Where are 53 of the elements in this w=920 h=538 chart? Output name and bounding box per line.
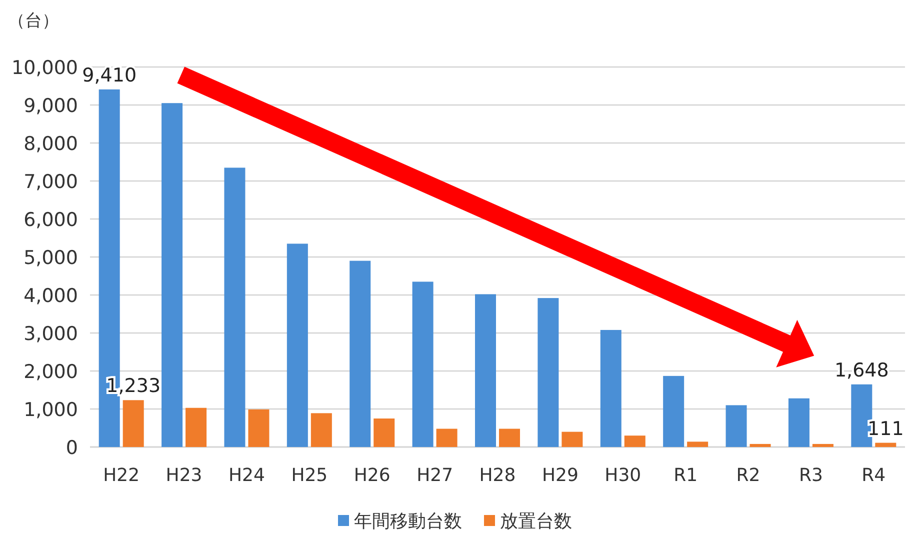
bar xyxy=(750,444,771,447)
y-tick-label: 10,000 xyxy=(12,57,78,79)
bar xyxy=(663,376,684,447)
x-tick-label: H22 xyxy=(103,465,140,486)
y-tick-label: 9,000 xyxy=(24,95,78,117)
y-tick-label: 5,000 xyxy=(24,247,78,269)
bar xyxy=(499,428,520,447)
y-tick-label: 7,000 xyxy=(24,171,78,193)
bar xyxy=(436,428,458,447)
bar xyxy=(687,442,708,447)
bar xyxy=(374,418,395,447)
y-tick-label: 0 xyxy=(66,437,78,459)
data-label: 1,648 xyxy=(834,359,889,382)
y-tick-label: 1,000 xyxy=(24,399,78,421)
bar xyxy=(162,103,183,447)
bar xyxy=(310,413,332,447)
bar xyxy=(538,298,559,447)
data-label: 9,410 xyxy=(82,64,137,86)
bar xyxy=(875,442,896,447)
bar xyxy=(248,409,270,447)
y-tick-label: 6,000 xyxy=(24,209,78,231)
x-tick-label: H27 xyxy=(416,465,454,486)
y-tick-label: 2,000 xyxy=(24,361,78,383)
bar xyxy=(186,408,207,447)
bar xyxy=(286,244,308,447)
bar xyxy=(562,432,583,447)
bar xyxy=(788,398,810,447)
bar xyxy=(412,282,434,447)
bar xyxy=(475,294,496,447)
bar xyxy=(224,168,246,447)
y-axis-title: （台） xyxy=(8,11,59,31)
legend-label: 年間移動台数 xyxy=(354,511,462,532)
x-tick-label: H23 xyxy=(166,465,202,486)
x-tick-label: R1 xyxy=(674,465,698,486)
legend-label: 放置台数 xyxy=(500,511,572,532)
x-tick-label: H25 xyxy=(291,465,328,486)
x-tick-label: H24 xyxy=(228,465,265,486)
x-tick-label: R4 xyxy=(862,465,886,486)
x-tick-label: R3 xyxy=(798,465,823,486)
x-tick-label: H29 xyxy=(542,465,578,486)
y-tick-label: 3,000 xyxy=(24,323,78,345)
bar xyxy=(726,405,747,447)
x-tick-label: R2 xyxy=(736,465,760,486)
y-tick-label: 8,000 xyxy=(24,133,78,155)
x-tick-label: H26 xyxy=(354,465,390,486)
bar xyxy=(600,330,622,447)
x-tick-label: H28 xyxy=(479,465,516,486)
bar xyxy=(122,400,144,447)
bar xyxy=(812,444,834,447)
y-tick-label: 4,000 xyxy=(24,285,78,307)
bar xyxy=(624,436,646,447)
bar xyxy=(350,260,371,447)
x-tick-label: H30 xyxy=(604,465,642,486)
